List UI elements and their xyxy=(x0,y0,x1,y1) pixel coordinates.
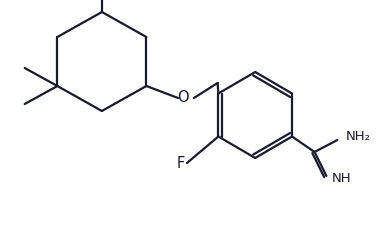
Text: NH₂: NH₂ xyxy=(346,131,371,143)
Text: NH: NH xyxy=(331,171,351,185)
Text: O: O xyxy=(177,91,189,106)
Text: F: F xyxy=(177,155,185,170)
